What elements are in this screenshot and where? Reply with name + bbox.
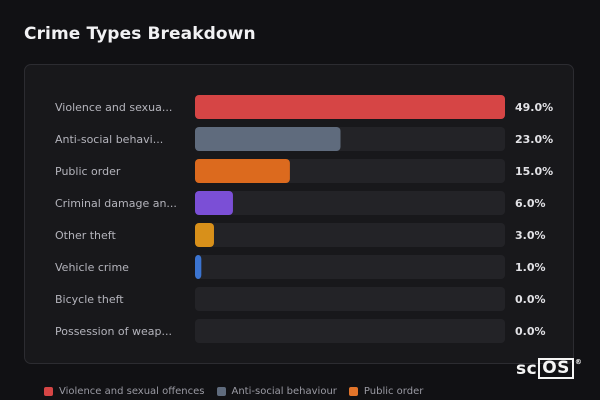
legend-swatch — [216, 387, 226, 396]
category-label: Other theft — [55, 229, 116, 242]
bar-track — [195, 223, 505, 247]
logo-registered-mark: ® — [574, 358, 583, 366]
legend-label: Anti-social behaviour — [231, 386, 337, 397]
category-label: Vehicle crime — [55, 261, 129, 274]
value-label: 23.0% — [515, 133, 553, 146]
bar-chart: Violence and sexua... 49.0% Anti-social be… — [55, 95, 553, 343]
legend-swatch — [44, 387, 53, 396]
value-label: 3.0% — [515, 229, 546, 242]
bar-track — [195, 319, 505, 343]
bar[interactable] — [195, 191, 233, 215]
legend-item[interactable]: Anti-social behaviour — [216, 386, 337, 397]
chart-card: Violence and sexua... 49.0% Anti-social be… — [24, 64, 574, 364]
category-label: Criminal damage an... — [55, 197, 177, 210]
value-label: 49.0% — [515, 101, 553, 114]
category-label: Public order — [55, 165, 121, 178]
legend-label: Violence and sexual offences — [59, 386, 205, 397]
value-label: 1.0% — [515, 261, 546, 274]
chart-legend: Violence and sexual offences Anti-social … — [44, 386, 423, 397]
bar[interactable] — [195, 127, 341, 151]
bar[interactable] — [195, 223, 214, 247]
legend-item[interactable]: Public order — [348, 386, 424, 397]
category-label: Bicycle theft — [55, 293, 124, 306]
bar[interactable] — [195, 255, 202, 279]
value-label: 15.0% — [515, 165, 553, 178]
value-label: 6.0% — [515, 197, 546, 210]
bar-track — [195, 287, 505, 311]
legend-item[interactable]: Violence and sexual offences — [44, 386, 205, 397]
value-label: 0.0% — [515, 325, 546, 338]
legend-swatch — [348, 387, 358, 396]
category-label: Anti-social behavi... — [55, 133, 163, 146]
category-label: Violence and sexua... — [55, 101, 172, 114]
legend-label: Public order — [363, 386, 424, 397]
page-title: Crime Types Breakdown — [24, 24, 256, 44]
scos-logo: sc OS ® — [516, 358, 582, 379]
bar[interactable] — [195, 95, 505, 119]
logo-prefix: sc — [516, 358, 538, 379]
bar-track — [195, 191, 505, 215]
category-label: Possession of weap... — [55, 325, 172, 338]
bar-track — [195, 255, 505, 279]
logo-boxed-text: OS — [538, 358, 574, 379]
value-label: 0.0% — [515, 293, 546, 306]
bar[interactable] — [195, 159, 290, 183]
